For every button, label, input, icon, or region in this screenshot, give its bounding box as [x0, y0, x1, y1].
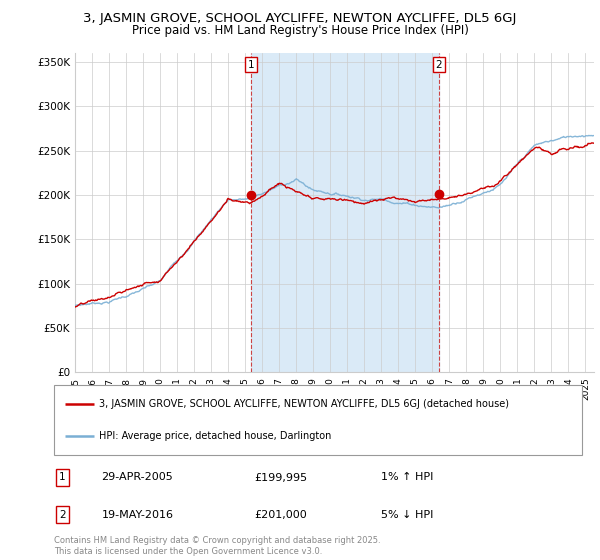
Text: 3, JASMIN GROVE, SCHOOL AYCLIFFE, NEWTON AYCLIFFE, DL5 6GJ (detached house): 3, JASMIN GROVE, SCHOOL AYCLIFFE, NEWTON…	[99, 399, 509, 409]
Text: HPI: Average price, detached house, Darlington: HPI: Average price, detached house, Darl…	[99, 431, 331, 441]
Text: 29-APR-2005: 29-APR-2005	[101, 473, 173, 483]
Text: 5% ↓ HPI: 5% ↓ HPI	[382, 510, 434, 520]
Text: 2: 2	[436, 60, 442, 70]
Text: 1% ↑ HPI: 1% ↑ HPI	[382, 473, 434, 483]
Text: Contains HM Land Registry data © Crown copyright and database right 2025.
This d: Contains HM Land Registry data © Crown c…	[54, 536, 380, 556]
FancyBboxPatch shape	[54, 385, 582, 455]
Bar	[251, 53, 439, 372]
Text: 3, JASMIN GROVE, SCHOOL AYCLIFFE, NEWTON AYCLIFFE, DL5 6GJ: 3, JASMIN GROVE, SCHOOL AYCLIFFE, NEWTON…	[83, 12, 517, 25]
Text: 1: 1	[247, 60, 254, 70]
Text: 1: 1	[59, 473, 66, 483]
Text: £201,000: £201,000	[254, 510, 307, 520]
Text: 19-MAY-2016: 19-MAY-2016	[101, 510, 173, 520]
Text: £199,995: £199,995	[254, 473, 308, 483]
Text: 2: 2	[59, 510, 66, 520]
Text: Price paid vs. HM Land Registry's House Price Index (HPI): Price paid vs. HM Land Registry's House …	[131, 24, 469, 36]
